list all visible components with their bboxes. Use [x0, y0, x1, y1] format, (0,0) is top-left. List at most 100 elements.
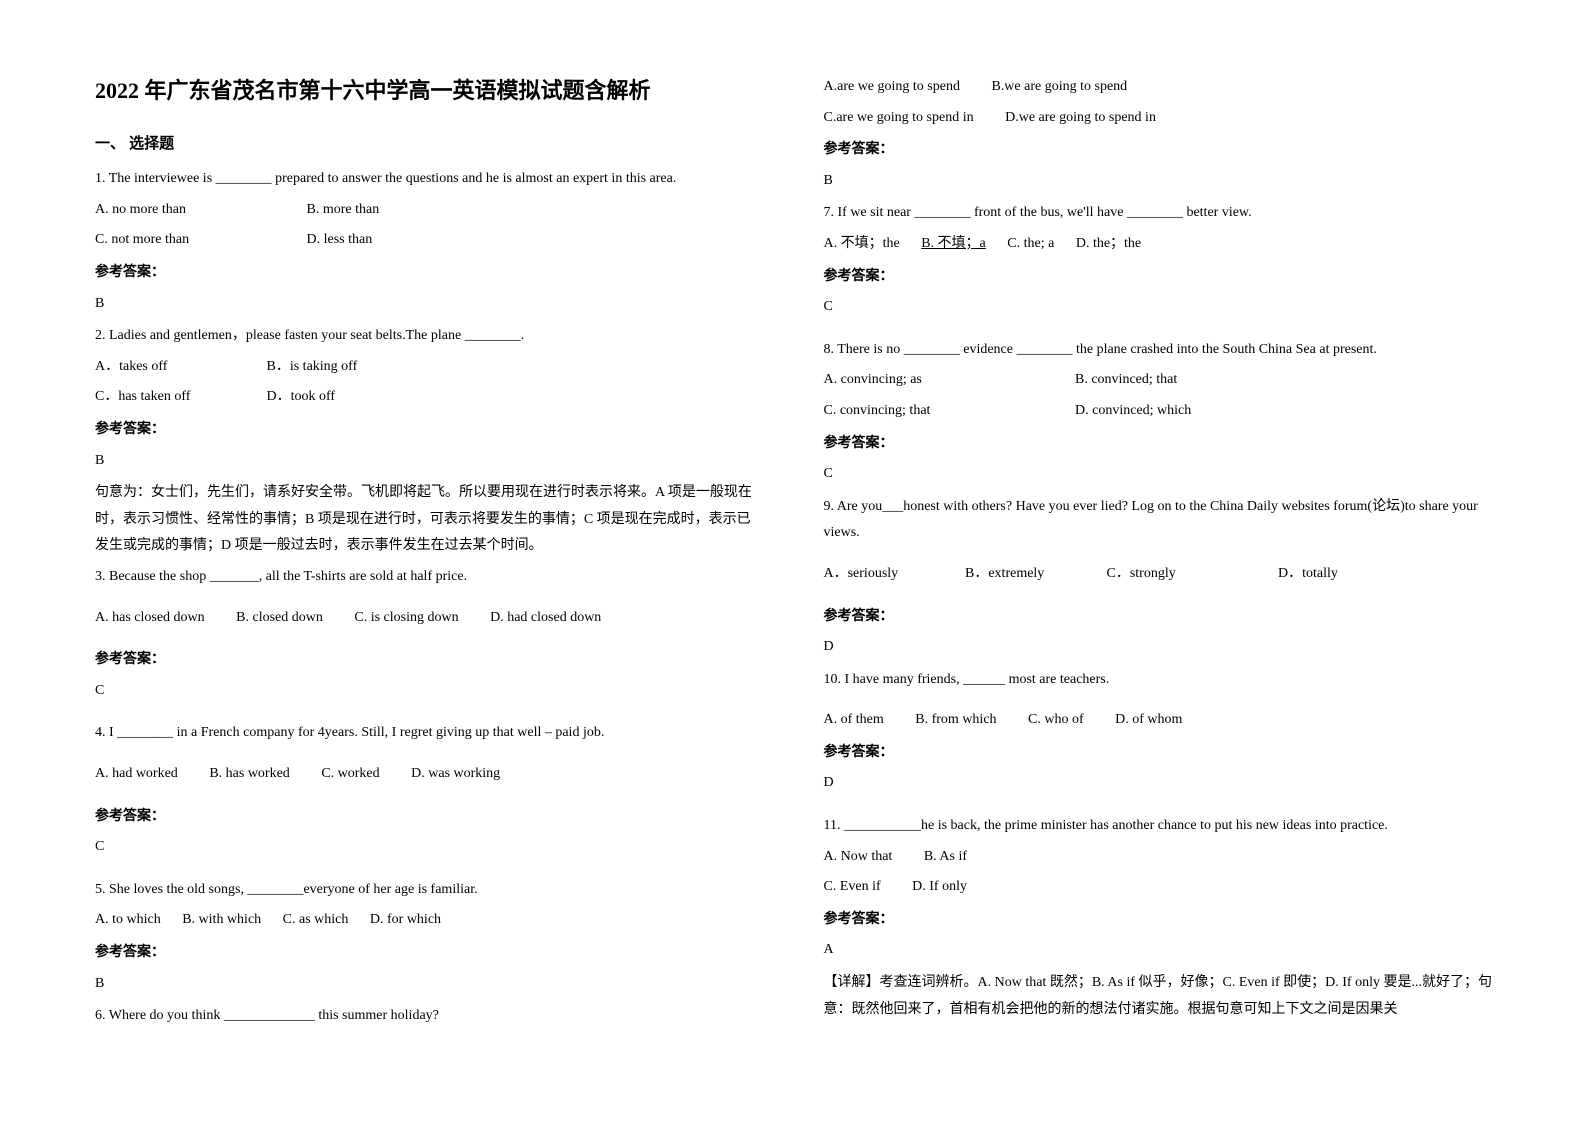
q3-opt-a: A. has closed down	[95, 605, 205, 632]
q7-opt-b: B. 不填；a	[921, 231, 986, 258]
answer-label: 参考答案：	[824, 429, 1493, 456]
answer-label: 参考答案：	[95, 645, 764, 672]
question-9-options: A．seriously B．extremely C．strongly D．tot…	[824, 561, 1493, 588]
left-column: 2022 年广东省茂名市第十六中学高一英语模拟试题含解析 一、 选择题 1. T…	[95, 70, 764, 1034]
question-5: 5. She loves the old songs, ________ever…	[95, 877, 764, 904]
answer-label: 参考答案：	[95, 258, 764, 285]
q1-answer: B	[95, 291, 764, 318]
q4-opt-a: A. had worked	[95, 761, 178, 788]
q6-answer: B	[824, 168, 1493, 195]
q9-answer: D	[824, 634, 1493, 661]
q2-explanation: 句意为：女士们，先生们，请系好安全带。飞机即将起飞。所以要用现在进行时表示将来。…	[95, 480, 764, 560]
q11-answer: A	[824, 937, 1493, 964]
q10-opt-c: C. who of	[1028, 707, 1084, 734]
answer-label: 参考答案：	[95, 938, 764, 965]
question-9: 9. Are you___honest with others? Have yo…	[824, 494, 1493, 547]
q11-opt-a: A. Now that	[824, 844, 893, 871]
page: 2022 年广东省茂名市第十六中学高一英语模拟试题含解析 一、 选择题 1. T…	[0, 0, 1587, 1064]
question-6: 6. Where do you think _____________ this…	[95, 1003, 764, 1030]
q11-explanation: 【详解】考查连词辨析。A. Now that 既然；B. As if 似乎，好像…	[824, 970, 1493, 1023]
answer-label: 参考答案：	[824, 905, 1493, 932]
q10-opt-d: D. of whom	[1115, 707, 1182, 734]
question-11-options-2: C. Even if D. If only	[824, 874, 1493, 901]
q10-answer: D	[824, 770, 1493, 797]
answer-label: 参考答案：	[824, 602, 1493, 629]
q9-opt-b: B．extremely	[965, 561, 1075, 588]
question-11: 11. ___________he is back, the prime min…	[824, 813, 1493, 840]
q5-opt-b: B. with which	[182, 907, 261, 934]
question-10-options: A. of them B. from which C. who of D. of…	[824, 707, 1493, 734]
answer-label: 参考答案：	[824, 135, 1493, 162]
question-2-options: A．takes off B．is taking off	[95, 354, 764, 381]
q7-opt-c: C. the; a	[1007, 231, 1054, 258]
q4-opt-c: C. worked	[321, 761, 379, 788]
q6-opt-b: B.we are going to spend	[991, 74, 1127, 101]
question-11-options: A. Now that B. As if	[824, 844, 1493, 871]
q6-opt-c: C.are we going to spend in	[824, 105, 974, 132]
q2-opt-d: D．took off	[267, 384, 336, 411]
question-7-options: A. 不填；the B. 不填；a C. the; a D. the；the	[824, 231, 1493, 258]
q1-opt-a: A. no more than	[95, 197, 275, 224]
question-1-options-2: C. not more than D. less than	[95, 227, 764, 254]
q1-opt-b: B. more than	[307, 197, 380, 224]
q11-opt-b: B. As if	[924, 844, 967, 871]
question-8-options-2: C. convincing; that D. convinced; which	[824, 398, 1493, 425]
q11-opt-d: D. If only	[912, 874, 967, 901]
q2-answer: B	[95, 448, 764, 475]
answer-label: 参考答案：	[95, 415, 764, 442]
q8-opt-d: D. convinced; which	[1075, 398, 1191, 425]
q8-opt-b: B. convinced; that	[1075, 367, 1177, 394]
q9-opt-a: A．seriously	[824, 561, 934, 588]
q10-opt-a: A. of them	[824, 707, 884, 734]
q2-opt-a: A．takes off	[95, 354, 235, 381]
q1-opt-d: D. less than	[307, 227, 373, 254]
q9-opt-d: D．totally	[1278, 561, 1338, 588]
q6-opt-d: D.we are going to spend in	[1005, 105, 1156, 132]
q4-answer: C	[95, 834, 764, 861]
q8-answer: C	[824, 461, 1493, 488]
question-10: 10. I have many friends, ______ most are…	[824, 667, 1493, 694]
question-6-options: A.are we going to spend B.we are going t…	[824, 74, 1493, 101]
answer-label: 参考答案：	[824, 738, 1493, 765]
question-7: 7. If we sit near ________ front of the …	[824, 200, 1493, 227]
q2-opt-c: C．has taken off	[95, 384, 235, 411]
right-column: A.are we going to spend B.we are going t…	[824, 70, 1493, 1034]
question-1: 1. The interviewee is ________ prepared …	[95, 166, 764, 193]
section-heading: 一、 选择题	[95, 130, 764, 159]
question-8: 8. There is no ________ evidence _______…	[824, 337, 1493, 364]
q3-opt-d: D. had closed down	[490, 605, 601, 632]
q6-opt-a: A.are we going to spend	[824, 74, 960, 101]
answer-label: 参考答案：	[824, 262, 1493, 289]
question-2: 2. Ladies and gentlemen，please fasten yo…	[95, 323, 764, 350]
q7-opt-d: D. the；the	[1076, 231, 1141, 258]
question-3-options: A. has closed down B. closed down C. is …	[95, 605, 764, 632]
q5-opt-d: D. for which	[370, 907, 441, 934]
q8-opt-a: A. convincing; as	[824, 367, 1044, 394]
q2-opt-b: B．is taking off	[267, 354, 358, 381]
question-6-options-2: C.are we going to spend in D.we are goin…	[824, 105, 1493, 132]
q5-answer: B	[95, 971, 764, 998]
q10-opt-b: B. from which	[915, 707, 996, 734]
q7-opt-a: A. 不填；the	[824, 231, 900, 258]
q7-answer: C	[824, 294, 1493, 321]
question-2-options-2: C．has taken off D．took off	[95, 384, 764, 411]
document-title: 2022 年广东省茂名市第十六中学高一英语模拟试题含解析	[95, 70, 764, 112]
q3-answer: C	[95, 678, 764, 705]
question-4-options: A. had worked B. has worked C. worked D.…	[95, 761, 764, 788]
q5-opt-c: C. as which	[283, 907, 349, 934]
q4-opt-d: D. was working	[411, 761, 500, 788]
question-3: 3. Because the shop _______, all the T-s…	[95, 564, 764, 591]
q3-opt-c: C. is closing down	[354, 605, 458, 632]
q4-opt-b: B. has worked	[209, 761, 290, 788]
question-1-options: A. no more than B. more than	[95, 197, 764, 224]
q8-opt-c: C. convincing; that	[824, 398, 1044, 425]
question-5-options: A. to which B. with which C. as which D.…	[95, 907, 764, 934]
answer-label: 参考答案：	[95, 802, 764, 829]
q5-opt-a: A. to which	[95, 907, 161, 934]
question-4: 4. I ________ in a French company for 4y…	[95, 720, 764, 747]
q3-opt-b: B. closed down	[236, 605, 323, 632]
question-8-options: A. convincing; as B. convinced; that	[824, 367, 1493, 394]
q11-opt-c: C. Even if	[824, 874, 881, 901]
q9-opt-c: C．strongly	[1107, 561, 1247, 588]
q1-opt-c: C. not more than	[95, 227, 275, 254]
